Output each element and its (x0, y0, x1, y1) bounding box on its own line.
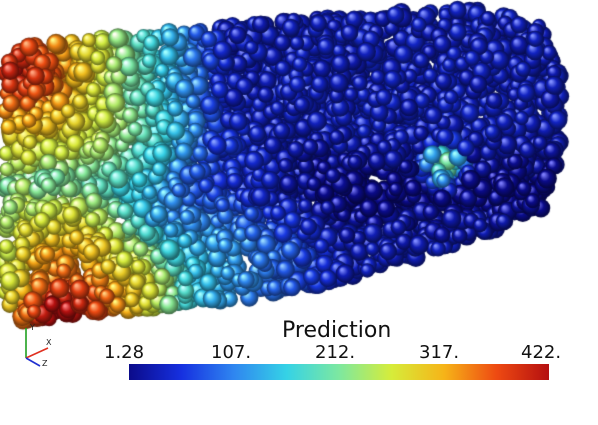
legend-tick-3: 317. (419, 342, 460, 363)
legend-tick-2: 212. (315, 342, 356, 363)
legend-title: Prediction (282, 318, 392, 343)
y-axis-label: Y (29, 323, 35, 332)
z-axis-label: Z (42, 359, 48, 368)
x-axis-line (25, 347, 49, 359)
z-axis-line (25, 357, 41, 367)
legend-tick-0: 1.28 (104, 342, 145, 363)
legend-tick-4: 422. (521, 342, 562, 363)
color-scale-bar (129, 364, 549, 380)
orientation-axes-triad: Y X Z (25, 323, 52, 368)
legend-tick-1: 107. (211, 342, 252, 363)
x-axis-label: X (46, 338, 52, 347)
